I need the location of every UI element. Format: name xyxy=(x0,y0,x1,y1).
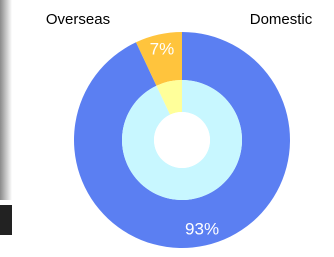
background-photo xyxy=(0,0,12,200)
donut-hole xyxy=(154,112,210,168)
page: Overseas Domestic 93%7% (() => { const d… xyxy=(0,0,334,257)
legend-label: Overseas xyxy=(46,11,110,28)
value-label: 93% xyxy=(185,219,219,238)
legend-label: Domestic xyxy=(250,11,313,28)
value-label: 7% xyxy=(150,40,175,59)
background-photo xyxy=(0,205,12,235)
chart: Overseas Domestic 93% 7% xyxy=(0,0,334,257)
